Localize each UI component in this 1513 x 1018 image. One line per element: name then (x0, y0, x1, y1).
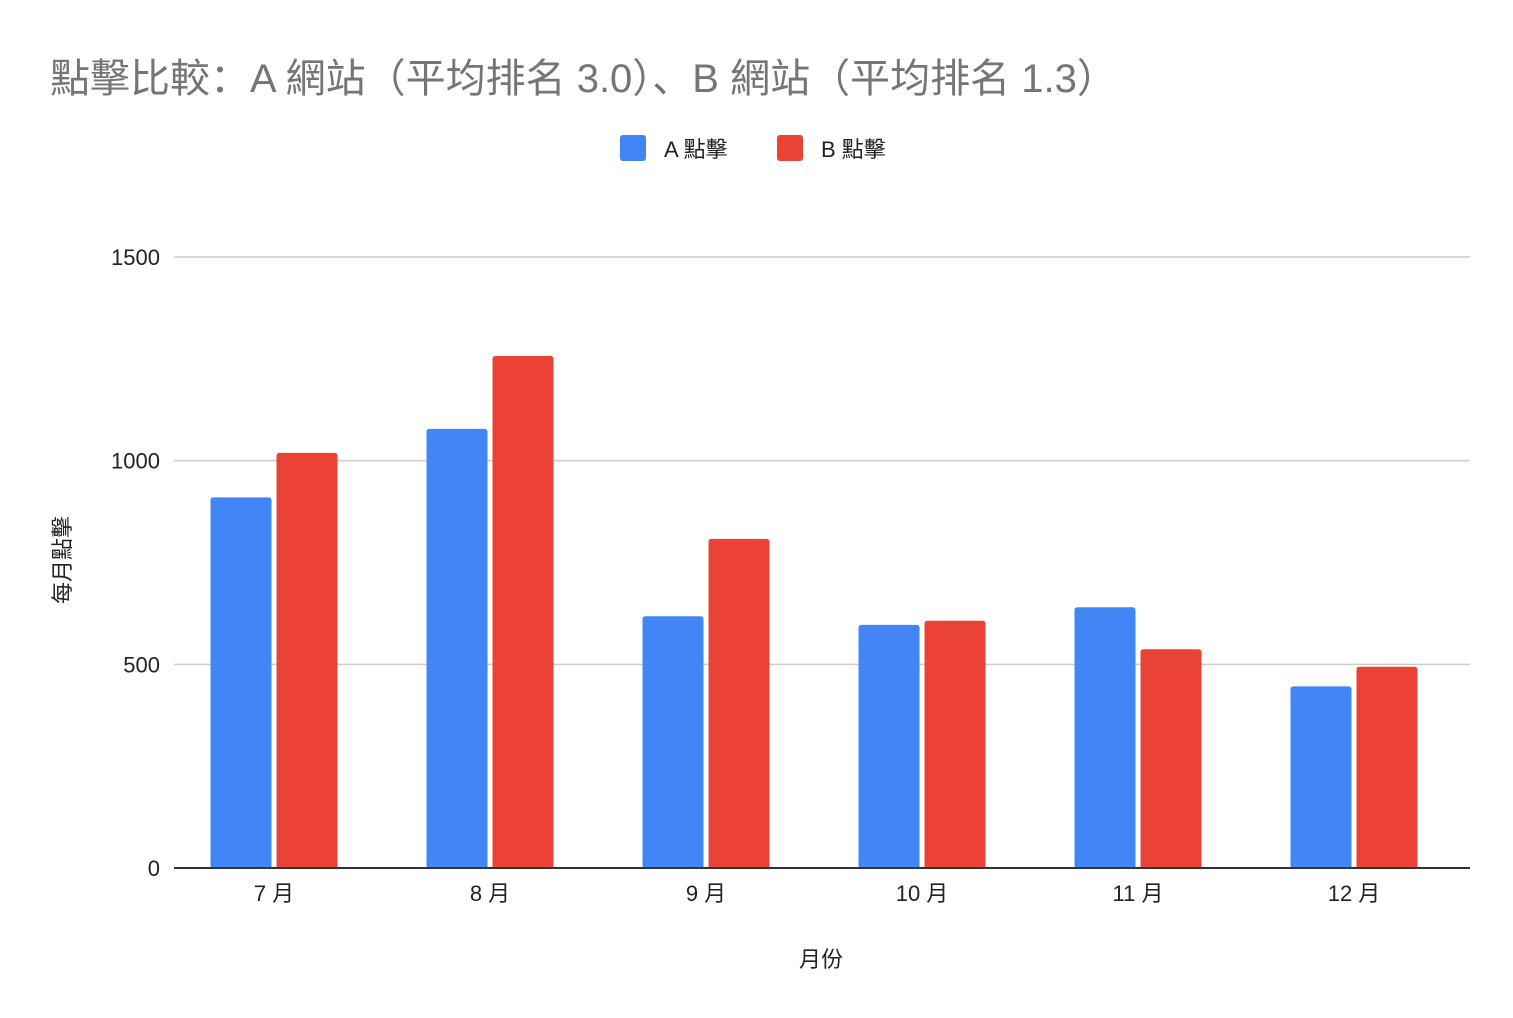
x-tick-label: 12 月 (1328, 881, 1381, 906)
bar-a[interactable] (1290, 686, 1352, 868)
y-tick-label: 1500 (111, 245, 160, 270)
x-tick-label: 7 月 (254, 881, 294, 906)
legend-item-a[interactable]: A 點擊 (620, 130, 728, 166)
bar-b[interactable] (924, 620, 986, 868)
legend-swatch-a (620, 135, 646, 161)
x-tick-label: 11 月 (1113, 881, 1164, 906)
bar-a[interactable] (210, 497, 272, 868)
gridlines (174, 256, 1470, 666)
bars (210, 355, 1418, 868)
x-tick-label: 9 月 (686, 881, 726, 906)
y-axis-title: 每月點擊 (50, 516, 75, 604)
bar-b[interactable] (1140, 649, 1202, 868)
legend-label-b: B 點擊 (821, 137, 886, 162)
y-tick-label: 1000 (111, 449, 160, 474)
y-tick-label: 500 (123, 652, 160, 677)
bar-a[interactable] (426, 428, 488, 868)
bar-a[interactable] (642, 616, 704, 868)
axes: 0 500 1000 1500 7 月 8 月 9 月 10 月 11 月 12 月 (111, 245, 1470, 906)
bar-b[interactable] (276, 452, 338, 868)
x-tick-label: 8 月 (470, 881, 510, 906)
y-tick-label: 0 (148, 856, 160, 881)
bar-a[interactable] (858, 624, 920, 868)
legend: A 點擊 B 點擊 (0, 130, 1513, 166)
legend-label-a: A 點擊 (664, 137, 728, 162)
chart-title: 點擊比較：A 網站（平均排名 3.0）、B 網站（平均排名 1.3） (50, 57, 1117, 101)
x-tick-label: 10 月 (896, 881, 949, 906)
bar-a[interactable] (1074, 607, 1136, 868)
bar-b[interactable] (1356, 666, 1418, 868)
x-axis-title: 月份 (799, 947, 843, 972)
legend-swatch-b (777, 135, 803, 161)
bar-b[interactable] (492, 355, 554, 868)
bar-b[interactable] (708, 538, 770, 868)
legend-item-b[interactable]: B 點擊 (777, 130, 886, 166)
